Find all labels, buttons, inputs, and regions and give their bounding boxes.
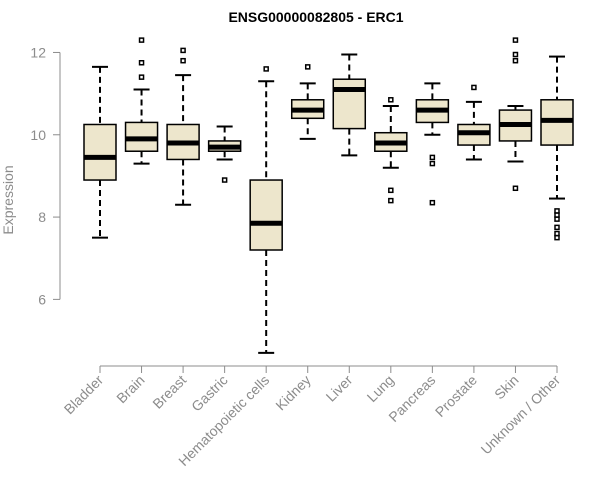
x-tick-label: Breast [149, 372, 189, 412]
outlier-point [554, 208, 560, 214]
outlier-point [429, 199, 436, 206]
x-tick-label: Brain [113, 372, 147, 406]
outlier-point [138, 37, 145, 43]
x-tick-label: Lung [364, 372, 397, 405]
outlier-point [138, 74, 145, 80]
iqr-box [83, 123, 117, 181]
box-prostate [457, 84, 491, 161]
x-tick-label: Bladder [61, 372, 107, 418]
iqr-box [332, 78, 367, 130]
outlier-point [512, 57, 519, 64]
outlier-point [554, 230, 560, 237]
box-lung [374, 97, 408, 204]
box-bladder [83, 65, 117, 239]
outlier-point [388, 97, 394, 103]
outlier-point [554, 224, 560, 231]
x-tick-label: Unknown / Other [478, 372, 564, 458]
y-axis-label: Expression [0, 165, 16, 234]
box-kidney [290, 64, 325, 140]
outlier-point [388, 197, 394, 204]
y-tick-label: 10 [30, 127, 46, 143]
box-pancreas [415, 82, 450, 206]
x-tick-label: Kidney [272, 372, 314, 414]
outlier-point [512, 185, 519, 192]
x-tick-label: Liver [323, 372, 356, 405]
iqr-box [249, 179, 283, 251]
box-brain [124, 37, 159, 165]
box-skin [498, 37, 533, 192]
outlier-point [429, 154, 436, 161]
outlier-point [512, 37, 519, 43]
outlier-point [180, 57, 186, 64]
outlier-point [429, 160, 436, 167]
y-axis: 6 8 10 12 [30, 44, 61, 307]
y-tick-label: 12 [30, 44, 46, 60]
box-hematopoietic-cells [249, 66, 283, 354]
box-gastric [207, 125, 242, 183]
box-breast [166, 47, 200, 206]
boxes-group [83, 37, 574, 354]
box-unknown-other [540, 55, 574, 241]
outlier-point [512, 51, 519, 58]
box-liver [332, 53, 367, 157]
y-tick-label: 8 [38, 209, 46, 225]
x-tick-label: Skin [491, 372, 522, 403]
outlier-point [304, 64, 311, 70]
outlier-point [388, 187, 394, 194]
outlier-point [138, 60, 145, 66]
outlier-point [471, 84, 477, 91]
outlier-point [221, 177, 228, 183]
x-tick-label: Prostate [432, 372, 480, 420]
outlier-point [180, 47, 186, 54]
outlier-point [263, 66, 269, 72]
y-tick-label: 6 [38, 291, 46, 307]
chart-title: ENSG00000082805 - ERC1 [228, 9, 403, 25]
